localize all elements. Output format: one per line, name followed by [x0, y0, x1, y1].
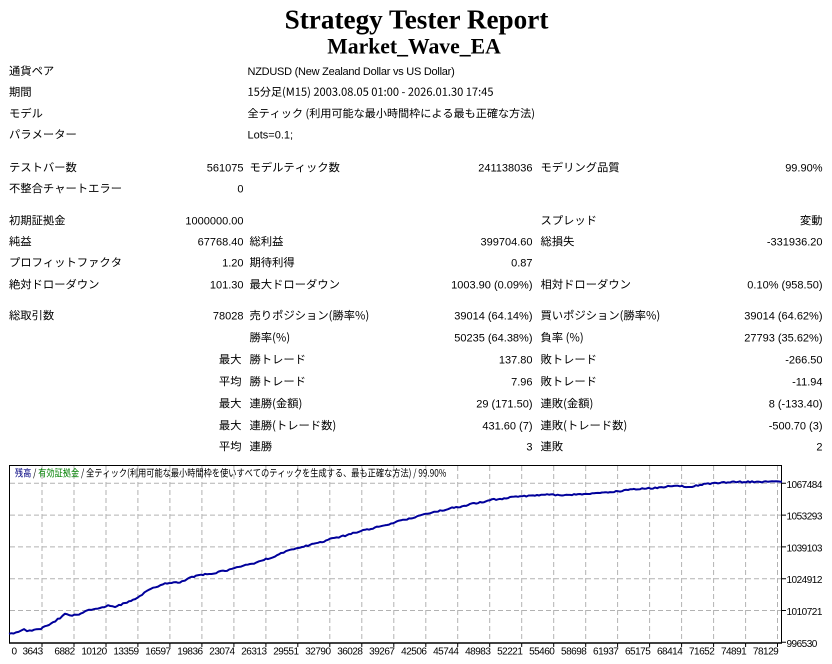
svg-text:1003.90 (0.09%): 1003.90 (0.09%): [451, 279, 532, 291]
svg-text:-11.94: -11.94: [792, 376, 822, 388]
svg-text:241138036: 241138036: [478, 162, 532, 174]
svg-text:68414: 68414: [657, 647, 683, 658]
svg-text:39014 (64.62%): 39014 (64.62%): [744, 310, 822, 322]
svg-text:399704.60: 399704.60: [481, 236, 533, 248]
svg-text:3643: 3643: [22, 647, 43, 658]
svg-text:996530: 996530: [787, 639, 818, 650]
svg-text:1039103: 1039103: [787, 543, 823, 554]
svg-text:1000000.00: 1000000.00: [185, 215, 243, 227]
svg-text:1024912: 1024912: [787, 575, 823, 586]
svg-text:27793 (35.62%): 27793 (35.62%): [744, 332, 822, 344]
svg-text:10120: 10120: [81, 647, 107, 658]
svg-text:67768.40: 67768.40: [198, 236, 244, 248]
svg-text:39267: 39267: [369, 647, 395, 658]
svg-text:78028: 78028: [213, 310, 244, 322]
svg-text:55460: 55460: [529, 647, 555, 658]
svg-text:6882: 6882: [54, 647, 75, 658]
svg-text:16597: 16597: [145, 647, 171, 658]
svg-text:NZDUSD (New Zealand Dollar vs: NZDUSD (New Zealand Dollar vs US Dollar): [248, 66, 455, 78]
svg-text:7.96: 7.96: [511, 376, 532, 388]
svg-text:50235 (64.38%): 50235 (64.38%): [454, 332, 532, 344]
svg-text:-500.70 (3): -500.70 (3): [769, 420, 823, 432]
svg-text:-266.50: -266.50: [785, 354, 822, 366]
svg-text:48983: 48983: [465, 647, 491, 658]
svg-text:8 (-133.40): 8 (-133.40): [769, 398, 823, 410]
svg-text:1067484: 1067484: [787, 480, 823, 491]
svg-text:137.80: 137.80: [499, 354, 533, 366]
svg-text:1010721: 1010721: [787, 607, 823, 618]
svg-text:42506: 42506: [401, 647, 427, 658]
svg-text:2: 2: [816, 441, 822, 453]
svg-text:45744: 45744: [433, 647, 459, 658]
svg-text:101.30: 101.30: [210, 279, 244, 291]
svg-text:Strategy Tester Report: Strategy Tester Report: [285, 4, 549, 34]
svg-text:26313: 26313: [241, 647, 267, 658]
svg-text:71652: 71652: [689, 647, 715, 658]
svg-text:52221: 52221: [497, 647, 523, 658]
svg-text:78129: 78129: [753, 647, 779, 658]
svg-text:431.60 (7): 431.60 (7): [482, 420, 532, 432]
svg-text:29 (171.50): 29 (171.50): [476, 398, 532, 410]
svg-text:36028: 36028: [337, 647, 363, 658]
svg-text:-331936.20: -331936.20: [767, 236, 823, 248]
svg-text:13359: 13359: [113, 647, 139, 658]
svg-text:1053293: 1053293: [787, 512, 823, 523]
svg-text:58698: 58698: [561, 647, 587, 658]
svg-text:99.90%: 99.90%: [785, 162, 823, 174]
svg-text:61937: 61937: [593, 647, 619, 658]
svg-text:561075: 561075: [207, 162, 244, 174]
svg-text:1.20: 1.20: [222, 257, 243, 269]
svg-text:0.87: 0.87: [511, 257, 532, 269]
svg-text:23074: 23074: [209, 647, 235, 658]
svg-text:0.10% (958.50): 0.10% (958.50): [747, 279, 822, 291]
svg-text:65175: 65175: [625, 647, 651, 658]
svg-text:0: 0: [237, 183, 243, 195]
svg-text:Market_Wave_EA: Market_Wave_EA: [327, 35, 501, 59]
svg-text:Lots=0.1;: Lots=0.1;: [248, 129, 294, 141]
svg-text:29551: 29551: [273, 647, 299, 658]
svg-text:0: 0: [11, 647, 17, 658]
svg-text:32790: 32790: [305, 647, 331, 658]
svg-text:74891: 74891: [721, 647, 747, 658]
svg-text:39014 (64.14%): 39014 (64.14%): [454, 310, 532, 322]
svg-text:3: 3: [526, 441, 532, 453]
svg-text:19836: 19836: [177, 647, 203, 658]
